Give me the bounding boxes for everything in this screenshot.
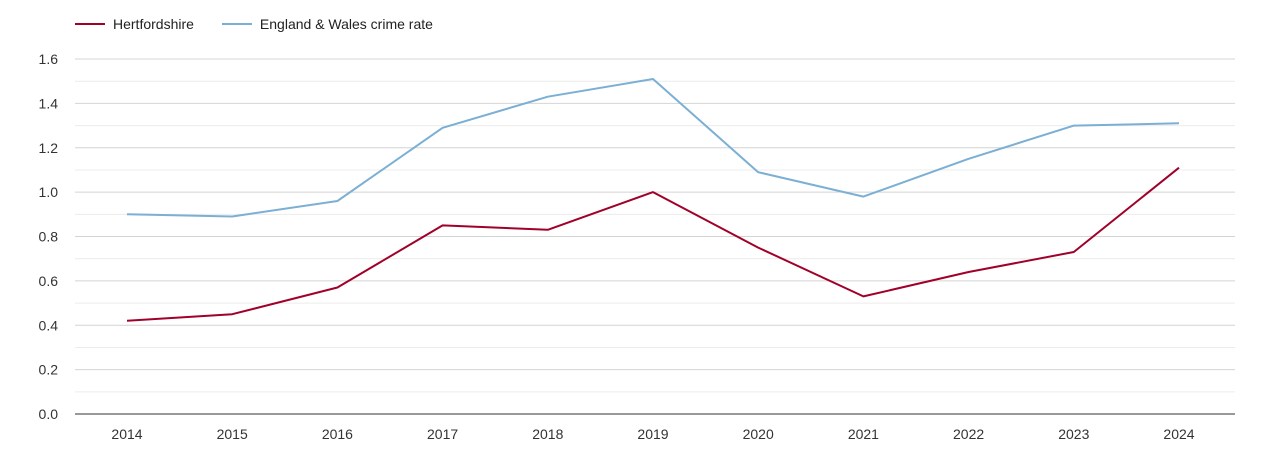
data-point[interactable] (545, 94, 551, 100)
data-point[interactable] (755, 169, 761, 175)
data-point[interactable] (755, 245, 761, 251)
x-tick-label: 2024 (1163, 426, 1194, 442)
data-point[interactable] (860, 293, 866, 299)
series-line-hertfordshire[interactable] (126, 166, 1180, 322)
y-tick-label: 1.4 (39, 95, 59, 111)
y-tick-label: 0.2 (39, 362, 59, 378)
data-point[interactable] (966, 269, 972, 275)
y-tick-label: 0.0 (39, 406, 59, 422)
data-point[interactable] (440, 125, 446, 131)
data-point[interactable] (1176, 165, 1182, 171)
y-tick-label: 1.2 (39, 140, 59, 156)
x-tick-label: 2014 (111, 426, 142, 442)
data-point[interactable] (1071, 249, 1077, 255)
data-point[interactable] (1176, 120, 1182, 126)
data-point[interactable] (966, 156, 972, 162)
legend-label-hertfordshire: Hertfordshire (113, 16, 194, 32)
x-tick-label: 2021 (848, 426, 879, 442)
data-point[interactable] (334, 285, 340, 291)
data-point[interactable] (545, 227, 551, 233)
data-point[interactable] (860, 194, 866, 200)
y-tick-label: 1.0 (39, 184, 59, 200)
x-tick-label: 2018 (532, 426, 563, 442)
legend-item-hertfordshire[interactable]: Hertfordshire (75, 16, 194, 32)
y-tick-label: 0.6 (39, 273, 59, 289)
legend-swatch-hertfordshire (75, 23, 105, 25)
legend-swatch-england-wales (221, 23, 252, 25)
x-tick-label: 2023 (1058, 426, 1089, 442)
y-tick-label: 0.4 (39, 317, 59, 333)
legend-label-england-wales: England & Wales crime rate (259, 16, 433, 32)
data-point[interactable] (229, 214, 235, 220)
data-point[interactable] (650, 76, 656, 82)
chart-legend: Hertfordshire England & Wales crime rate (75, 16, 433, 32)
x-tick-label: 2022 (953, 426, 984, 442)
y-tick-label: 1.6 (39, 51, 59, 67)
series-line-england-wales[interactable] (126, 78, 1180, 218)
data-point[interactable] (124, 318, 130, 324)
data-point[interactable] (440, 222, 446, 228)
legend-item-england-wales[interactable]: England & Wales crime rate (221, 16, 433, 32)
axis-layer: 0.0 0.2 0.4 0.6 0.8 1.0 1.2 1.4 1.6 2014 2015 2016 2… (39, 51, 1235, 442)
grid-layer (75, 58, 1235, 393)
x-tick-label: 2015 (217, 426, 248, 442)
data-point[interactable] (229, 311, 235, 317)
x-tick-label: 2019 (637, 426, 668, 442)
x-tick-label: 2017 (427, 426, 458, 442)
data-point[interactable] (1071, 123, 1077, 129)
y-tick-label: 0.8 (39, 229, 59, 245)
data-point[interactable] (124, 211, 130, 217)
data-point[interactable] (650, 189, 656, 195)
series-layer (124, 76, 1182, 324)
x-tick-label: 2016 (322, 426, 353, 442)
x-tick-label: 2020 (743, 426, 774, 442)
data-point[interactable] (334, 198, 340, 204)
